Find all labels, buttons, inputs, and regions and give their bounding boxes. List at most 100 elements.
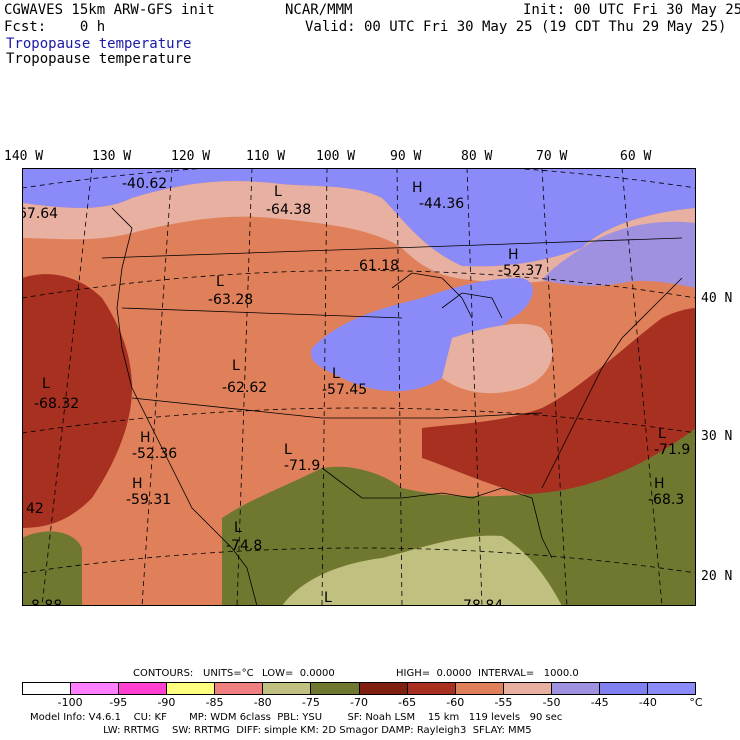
extremum-value: 67.64 bbox=[22, 206, 58, 222]
extremum-value: -52.37 bbox=[498, 263, 543, 279]
extremum-type: L bbox=[274, 184, 282, 200]
scale-swatch bbox=[119, 683, 168, 694]
map-frame bbox=[22, 168, 696, 606]
extremum-value: -62.62 bbox=[222, 380, 267, 396]
lon-label: 80 W bbox=[461, 149, 493, 164]
extremum-value: -52.36 bbox=[132, 446, 177, 462]
lat-label: 20 N bbox=[701, 569, 733, 584]
extremum-value: 61.18 bbox=[359, 258, 399, 274]
scale-tick-label: -65 bbox=[398, 696, 417, 709]
lon-label: 140 W bbox=[4, 149, 44, 164]
lon-label: 90 W bbox=[390, 149, 422, 164]
field-band bbox=[22, 181, 696, 283]
scale-tick-label: -50 bbox=[542, 696, 561, 709]
extremum-value: -44.36 bbox=[419, 196, 464, 212]
scale-swatch bbox=[359, 683, 408, 694]
field-ne-lobe bbox=[542, 221, 696, 288]
scale-swatch bbox=[407, 683, 456, 694]
model-info-line2: LW: RRTMG SW: RRTMG DIFF: simple KM: 2D … bbox=[30, 725, 532, 736]
extremum-value: -59.31 bbox=[126, 492, 171, 508]
extremum-value: -63.28 bbox=[208, 292, 253, 308]
scale-swatch bbox=[167, 683, 216, 694]
scale-swatch bbox=[648, 683, 696, 694]
scale-tick-label: -70 bbox=[350, 696, 368, 709]
extremum-value: -71.9 bbox=[284, 458, 320, 474]
extremum-type: L bbox=[284, 442, 292, 458]
extremum-value: -74.8 bbox=[226, 538, 262, 554]
scale-swatch bbox=[455, 683, 504, 694]
scale-tick-label: -60 bbox=[446, 696, 465, 709]
init-time: Init: 00 UTC Fri 30 May 25 bbox=[523, 2, 740, 18]
contours-label: CONTOURS: bbox=[133, 668, 194, 679]
scale-tick-label: -40 bbox=[638, 696, 657, 709]
field-central-cold bbox=[311, 278, 533, 392]
model-info-line1: Model Info: V4.6.1 CU: KF MP: WDM 6class… bbox=[30, 712, 563, 723]
scale-tick-label: -90 bbox=[157, 696, 176, 709]
extremum-value: -64.38 bbox=[266, 202, 311, 218]
scale-tick-label: -80 bbox=[253, 696, 272, 709]
extremum-type: L bbox=[216, 274, 224, 290]
scale-tick-label: -95 bbox=[109, 696, 128, 709]
scale-swatch bbox=[503, 683, 552, 694]
field-title-1: Tropopause temperature bbox=[6, 36, 192, 52]
field-cold-north bbox=[22, 168, 696, 267]
extremum-type: L bbox=[42, 376, 50, 392]
scale-swatch bbox=[599, 683, 649, 694]
extremum-value: -71.9 bbox=[654, 442, 690, 458]
extremum-value: -68.3 bbox=[648, 492, 684, 508]
contours-units: UNITS=°C bbox=[203, 668, 254, 679]
lon-label: 110 W bbox=[246, 149, 286, 164]
field-ohio-valley bbox=[442, 323, 553, 394]
lat-label: 40 N bbox=[701, 291, 733, 306]
graticule bbox=[22, 168, 696, 606]
extremum-type: L bbox=[332, 366, 340, 382]
contours-high: HIGH= 0.0000 bbox=[396, 668, 472, 679]
contours-low: LOW= 0.0000 bbox=[262, 668, 335, 679]
extremum-type: H bbox=[412, 180, 423, 196]
forecast-hour: Fcst: 0 h bbox=[4, 19, 106, 35]
scale-swatch bbox=[71, 683, 120, 694]
extremum-value: -68.32 bbox=[34, 396, 79, 412]
extremum-type: H bbox=[132, 476, 143, 492]
extremum-value: -8.88 bbox=[26, 598, 62, 606]
extremum-value: -57.45 bbox=[322, 382, 367, 398]
contours-interval: INTERVAL= 1000.0 bbox=[478, 668, 579, 679]
extremum-type: L bbox=[324, 590, 332, 606]
lon-label: 130 W bbox=[92, 149, 132, 164]
valid-time: Valid: 00 UTC Fri 30 May 25 (19 CDT Thu … bbox=[305, 19, 727, 35]
extremum-type: H bbox=[140, 430, 151, 446]
scale-tick-label: -100 bbox=[57, 696, 83, 709]
scale-swatch bbox=[215, 683, 264, 694]
scale-swatch bbox=[23, 683, 72, 694]
extremum-value: 42 bbox=[26, 501, 44, 517]
lon-label: 60 W bbox=[620, 149, 652, 164]
extremum-type: L bbox=[234, 520, 242, 536]
field-gulf-olive bbox=[222, 428, 696, 606]
field-caribbean-light bbox=[282, 535, 562, 606]
coastlines bbox=[101, 207, 683, 606]
color-scale-bar bbox=[22, 682, 696, 695]
model-title: CGWAVES 15km ARW-GFS init bbox=[4, 2, 215, 18]
scale-tick-label: -85 bbox=[205, 696, 224, 709]
scale-tick-label: -55 bbox=[494, 696, 513, 709]
extremum-value: -78.84 bbox=[458, 598, 503, 606]
scale-swatch bbox=[311, 683, 360, 694]
extremum-type: H bbox=[654, 476, 665, 492]
extremum-value: -40.62 bbox=[122, 176, 167, 192]
field-se-band bbox=[422, 308, 696, 503]
org-label: NCAR/MMM bbox=[285, 2, 353, 18]
scale-swatch bbox=[551, 683, 600, 694]
lat-label: 30 N bbox=[701, 429, 733, 444]
lon-label: 70 W bbox=[536, 149, 568, 164]
extremum-type: L bbox=[658, 426, 666, 442]
extremum-type: L bbox=[232, 358, 240, 374]
scale-swatch bbox=[263, 683, 312, 694]
field-west-band bbox=[22, 274, 132, 528]
tropopause-temperature-map: -40.62 67.64 L -64.38 H -44.36 61.18 H -… bbox=[22, 168, 696, 606]
scale-tick-label: °C bbox=[689, 696, 703, 709]
scale-tick-label: -75 bbox=[301, 696, 320, 709]
lon-label: 100 W bbox=[316, 149, 356, 164]
lon-label: 120 W bbox=[171, 149, 211, 164]
extremum-type: H bbox=[508, 247, 519, 263]
scale-tick-label: -45 bbox=[590, 696, 609, 709]
